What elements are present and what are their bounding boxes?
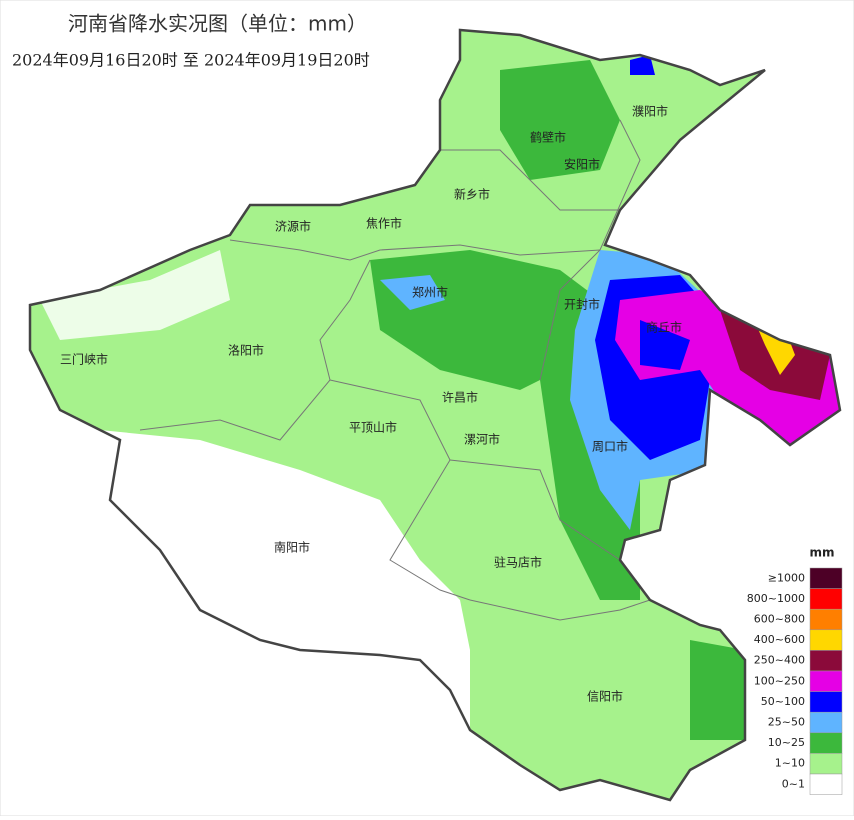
legend-label: ≥1000 — [768, 571, 805, 584]
city-label: 南阳市 — [274, 540, 310, 555]
legend-unit: mm — [809, 546, 834, 560]
city-label: 漯河市 — [464, 432, 500, 447]
legend-label: 100~250 — [754, 674, 805, 687]
legend-label: 250~400 — [754, 654, 805, 667]
legend-label: 10~25 — [768, 736, 805, 749]
city-label: 周口市 — [592, 439, 628, 454]
city-label: 安阳市 — [564, 157, 600, 172]
legend-label: 50~100 — [761, 695, 805, 708]
legend-label: 600~800 — [754, 613, 805, 626]
legend-swatch — [809, 629, 843, 651]
city-label: 郑州市 — [412, 285, 448, 300]
legend-swatch — [809, 670, 843, 692]
legend-swatch — [809, 608, 843, 631]
city-label: 信阳市 — [587, 689, 623, 704]
city-label: 商丘市 — [646, 320, 682, 335]
city-label: 鹤壁市 — [530, 130, 566, 145]
legend-swatch — [809, 753, 843, 775]
legend: ≥1000 800~1000 600~800 400~600 250~400 100~25… — [747, 567, 843, 795]
city-label: 驻马店市 — [494, 555, 542, 570]
legend-swatch — [809, 588, 843, 610]
city-label: 开封市 — [564, 297, 600, 312]
city-label: 平顶山市 — [349, 420, 397, 435]
subtitle: 2024年09月16日20时 至 2024年09月19日20时 — [12, 51, 370, 70]
city-label: 濮阳市 — [632, 104, 668, 119]
legend-label: 800~1000 — [747, 592, 805, 605]
city-label: 三门峡市 — [60, 352, 108, 367]
legend-swatch — [809, 773, 843, 795]
legend-label: 25~50 — [768, 716, 805, 729]
city-borders — [139, 119, 651, 621]
legend-swatch — [809, 650, 843, 672]
legend-swatch — [809, 732, 843, 754]
city-label: 洛阳市 — [228, 343, 264, 358]
city-label: 济源市 — [275, 219, 311, 234]
legend-label: 400~600 — [754, 633, 805, 646]
city-label: 焦作市 — [366, 216, 402, 231]
legend-label: 1~10 — [775, 757, 805, 770]
legend-swatch — [809, 691, 843, 713]
city-label: 新乡市 — [454, 187, 490, 202]
title: 河南省降水实况图（单位：mm） — [68, 12, 367, 36]
legend-swatch — [809, 567, 843, 589]
legend-label: 0~1 — [782, 777, 805, 790]
city-label: 许昌市 — [442, 390, 478, 405]
legend-swatch — [809, 711, 843, 734]
